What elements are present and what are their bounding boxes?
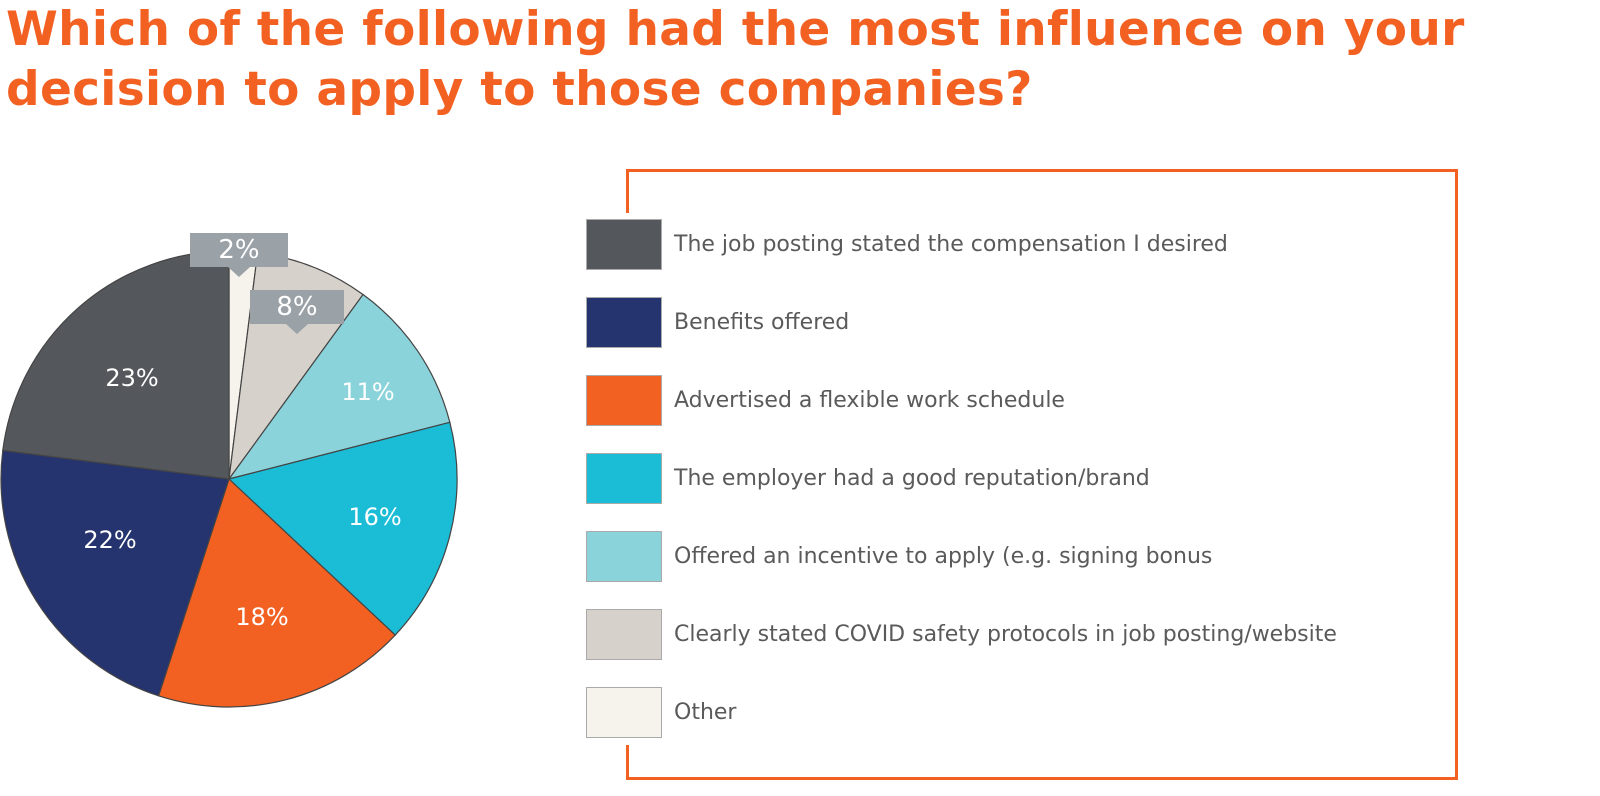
- chart-title: Which of the following had the most infl…: [6, 2, 1465, 117]
- pie-slice-2: [227, 293, 451, 480]
- pie-chart: [0, 250, 458, 708]
- legend-frame-bottom: [626, 777, 1458, 780]
- pie-slice-4: [157, 477, 397, 708]
- legend-label: Benefits offered: [674, 310, 850, 335]
- legend-swatch: [586, 297, 662, 348]
- legend-swatch: [586, 453, 662, 504]
- legend-label: The job posting stated the compensation …: [674, 232, 1228, 257]
- data-label-flexible: 18%: [235, 603, 289, 631]
- legend-item: Advertised a flexible work schedule: [586, 375, 1065, 426]
- legend-label: Other: [674, 700, 737, 725]
- legend-label: Clearly stated COVID safety protocols in…: [674, 622, 1337, 647]
- legend-item: Clearly stated COVID safety protocols in…: [586, 609, 1337, 660]
- data-label-other: 2%: [190, 233, 288, 277]
- legend-frame-right: [1455, 169, 1458, 780]
- legend-item: Other: [586, 687, 736, 738]
- legend-item: Benefits offered: [586, 297, 849, 348]
- pie-slice-3: [227, 421, 458, 636]
- legend-swatch: [586, 687, 662, 738]
- legend-frame-top: [626, 169, 1458, 172]
- legend-item: Offered an incentive to apply (e.g. sign…: [586, 531, 1212, 582]
- legend-swatch: [586, 375, 662, 426]
- data-label-covid: 8%: [250, 290, 344, 334]
- legend-label: Advertised a flexible work schedule: [674, 388, 1065, 413]
- legend-label: Offered an incentive to apply (e.g. sign…: [674, 544, 1213, 569]
- legend-frame-left-bottom: [626, 745, 629, 780]
- legend-label: The employer had a good reputation/brand: [674, 466, 1150, 491]
- legend-swatch: [586, 609, 662, 660]
- legend-item: The job posting stated the compensation …: [586, 219, 1228, 270]
- legend-item: The employer had a good reputation/brand: [586, 453, 1150, 504]
- legend-frame-left-top: [626, 169, 629, 213]
- pie-slice-5: [0, 449, 230, 697]
- data-label-compensation: 23%: [105, 364, 159, 392]
- data-label-reputation: 16%: [348, 503, 402, 531]
- legend-swatch: [586, 219, 662, 270]
- legend-swatch: [586, 531, 662, 582]
- data-label-benefits: 22%: [83, 526, 137, 554]
- data-label-incentive: 11%: [341, 378, 395, 406]
